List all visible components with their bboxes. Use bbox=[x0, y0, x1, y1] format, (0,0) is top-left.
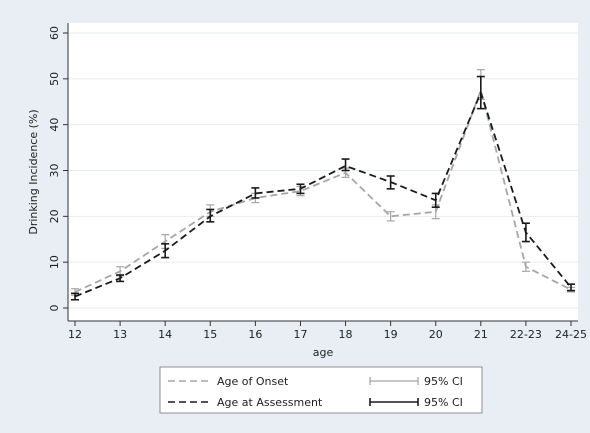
legend-ci-label-assessment: 95% CI bbox=[424, 396, 463, 409]
plot-background bbox=[68, 23, 578, 321]
x-tick-label: 17 bbox=[293, 328, 307, 341]
series-line bbox=[74, 90, 572, 298]
y-tick-label: 30 bbox=[48, 164, 61, 178]
series-age-at-assessment bbox=[71, 75, 575, 301]
x-tick-label: 12 bbox=[68, 328, 82, 341]
legend: Age of Onset 95% CI Age at Assessment 95… bbox=[159, 366, 483, 414]
y-axis-title: Drinking Incidence (%) bbox=[27, 109, 40, 234]
series-layer bbox=[71, 69, 575, 301]
y-tick-label: 40 bbox=[48, 118, 61, 132]
y-tick-label: 20 bbox=[48, 209, 61, 223]
x-tick-label: 18 bbox=[339, 328, 353, 341]
ci-bar bbox=[251, 187, 260, 199]
legend-box bbox=[159, 366, 483, 414]
y-tick-label: 0 bbox=[48, 305, 61, 312]
gridlines bbox=[68, 32, 578, 309]
y-tick-label: 60 bbox=[48, 26, 61, 40]
series-line bbox=[74, 87, 572, 293]
legend-ci-assessment bbox=[369, 398, 419, 406]
x-tick-label: 20 bbox=[429, 328, 443, 341]
x-tick-label: 24-25 bbox=[555, 328, 587, 341]
x-tick-label: 16 bbox=[248, 328, 262, 341]
y-tick-label: 10 bbox=[48, 255, 61, 269]
x-tick-label: 13 bbox=[113, 328, 127, 341]
legend-label-assessment: Age at Assessment bbox=[217, 396, 323, 409]
ci-bar bbox=[71, 292, 79, 301]
legend-label-onset: Age of Onset bbox=[217, 375, 289, 388]
legend-ci-onset bbox=[369, 377, 419, 385]
legend-ci-label-onset: 95% CI bbox=[424, 375, 463, 388]
x-tick-label: 14 bbox=[158, 328, 172, 341]
y-axis: 0 10 20 30 40 50 60 bbox=[48, 23, 69, 321]
x-axis-title: age bbox=[313, 346, 334, 359]
y-tick-label: 50 bbox=[48, 72, 61, 86]
x-tick-label: 22-23 bbox=[510, 328, 542, 341]
x-tick-label: 15 bbox=[203, 328, 217, 341]
ci-bar bbox=[386, 211, 395, 222]
x-axis: 12 13 14 15 16 17 18 19 20 21 22-23 24-25 bbox=[68, 320, 587, 341]
ci-bar bbox=[341, 158, 350, 172]
x-tick-label: 21 bbox=[474, 328, 488, 341]
x-tick-label: 19 bbox=[384, 328, 398, 341]
